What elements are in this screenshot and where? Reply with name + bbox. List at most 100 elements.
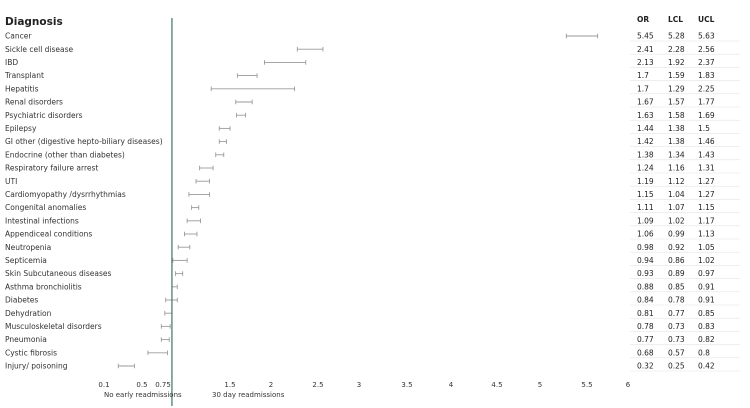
value-lcl: 1.04 [668, 190, 685, 199]
x-tick-label: 0.75 [155, 381, 171, 389]
x-tick-label: 4.5 [491, 381, 502, 389]
value-or: 0.88 [637, 282, 654, 291]
diagnosis-label: Diabetes [5, 296, 38, 305]
value-ucl: 1.05 [698, 243, 715, 252]
value-ucl: 1.69 [698, 111, 715, 120]
value-lcl: 1.29 [668, 84, 685, 93]
x-tick-label: 5.5 [581, 381, 592, 389]
diagnosis-label: Endocrine (other than diabetes) [5, 150, 125, 159]
value-ucl: 0.91 [698, 282, 715, 291]
diagnosis-label: Asthma bronchiolitis [5, 282, 82, 291]
value-ucl: 0.83 [698, 322, 715, 331]
value-or: 1.24 [637, 164, 654, 173]
value-ucl: 2.56 [698, 45, 715, 54]
value-or: 2.13 [637, 58, 654, 67]
diagnosis-label: Intestinal infections [5, 216, 79, 225]
value-lcl: 0.25 [668, 362, 685, 371]
value-lcl: 0.89 [668, 269, 685, 278]
value-or: 0.81 [637, 309, 654, 318]
value-lcl: 0.73 [668, 335, 685, 344]
x-tick-label: 0.1 [98, 381, 109, 389]
x-tick-label: 5 [538, 381, 542, 389]
diagnosis-label: Neutropenia [5, 243, 51, 252]
x-tick-label: 0.5 [136, 381, 147, 389]
diagnosis-label: Cancer [5, 32, 32, 41]
value-or: 0.93 [637, 269, 654, 278]
value-or: 1.11 [637, 203, 654, 212]
value-or: 1.38 [637, 150, 654, 159]
value-or: 1.15 [637, 190, 654, 199]
diagnosis-label: Sickle cell disease [5, 45, 74, 54]
diagnosis-label: Renal disorders [5, 98, 63, 107]
value-ucl: 0.97 [698, 269, 715, 278]
diagnosis-label: Respiratory failure arrest [5, 164, 98, 173]
value-or: 2.41 [637, 45, 654, 54]
diagnosis-label: Congenital anomalies [5, 203, 86, 212]
value-ucl: 0.85 [698, 309, 715, 318]
x-tick-label: 2.5 [312, 381, 323, 389]
diagnosis-label: Skin Subcutaneous diseases [5, 269, 111, 278]
value-or: 0.78 [637, 322, 654, 331]
value-ucl: 0.82 [698, 335, 715, 344]
value-lcl: 0.86 [668, 256, 685, 265]
x-tick-label: 2 [269, 381, 273, 389]
diagnosis-label: Cardiomyopathy /dysrrhythmias [5, 190, 126, 199]
value-ucl: 1.77 [698, 98, 715, 107]
value-ucl: 1.13 [698, 230, 715, 239]
value-lcl: 1.57 [668, 98, 685, 107]
value-lcl: 0.77 [668, 309, 685, 318]
value-lcl: 1.38 [668, 124, 685, 133]
value-ucl: 0.42 [698, 362, 715, 371]
column-header-lcl: LCL [668, 15, 683, 24]
value-or: 1.63 [637, 111, 654, 120]
diagnosis-label: Epilepsy [5, 124, 37, 133]
value-ucl: 1.17 [698, 216, 715, 225]
diagnosis-label: IBD [5, 58, 18, 67]
diagnosis-label: Psychiatric disorders [5, 111, 83, 120]
value-lcl: 1.16 [668, 164, 685, 173]
chart-title: Diagnosis [5, 16, 63, 28]
value-or: 1.06 [637, 230, 654, 239]
column-header-ucl: UCL [698, 15, 715, 24]
value-ucl: 2.37 [698, 58, 715, 67]
value-or: 1.44 [637, 124, 654, 133]
value-or: 0.68 [637, 348, 654, 357]
value-lcl: 1.02 [668, 216, 685, 225]
value-ucl: 1.46 [698, 137, 715, 146]
value-lcl: 1.34 [668, 150, 685, 159]
value-lcl: 2.28 [668, 45, 685, 54]
value-ucl: 0.8 [698, 348, 710, 357]
value-ucl: 1.83 [698, 71, 715, 80]
value-ucl: 1.43 [698, 150, 715, 159]
diagnosis-label: Hepatitis [5, 84, 39, 93]
diagnosis-label: Dehydration [5, 309, 52, 318]
diagnosis-label: GI other (digestive hepto-biliary diseas… [5, 137, 163, 146]
value-ucl: 5.63 [698, 32, 715, 41]
value-or: 1.09 [637, 216, 654, 225]
value-lcl: 0.99 [668, 230, 685, 239]
value-lcl: 0.78 [668, 296, 685, 305]
value-lcl: 0.92 [668, 243, 685, 252]
value-lcl: 5.28 [668, 32, 685, 41]
value-lcl: 1.07 [668, 203, 685, 212]
value-or: 0.32 [637, 362, 654, 371]
value-lcl: 1.38 [668, 137, 685, 146]
x-tick-label: 1.5 [224, 381, 235, 389]
value-ucl: 1.27 [698, 177, 715, 186]
x-tick-label: 3.5 [401, 381, 412, 389]
value-ucl: 1.5 [698, 124, 710, 133]
value-or: 1.7 [637, 71, 649, 80]
value-or: 1.42 [637, 137, 654, 146]
value-lcl: 0.57 [668, 348, 685, 357]
value-lcl: 1.59 [668, 71, 685, 80]
value-ucl: 1.27 [698, 190, 715, 199]
value-or: 0.77 [637, 335, 654, 344]
value-or: 0.94 [637, 256, 654, 265]
value-or: 1.19 [637, 177, 654, 186]
diagnosis-label: UTI [5, 177, 17, 186]
column-header-or: OR [637, 15, 649, 24]
value-or: 0.84 [637, 296, 654, 305]
value-or: 5.45 [637, 32, 654, 41]
value-ucl: 1.02 [698, 256, 715, 265]
